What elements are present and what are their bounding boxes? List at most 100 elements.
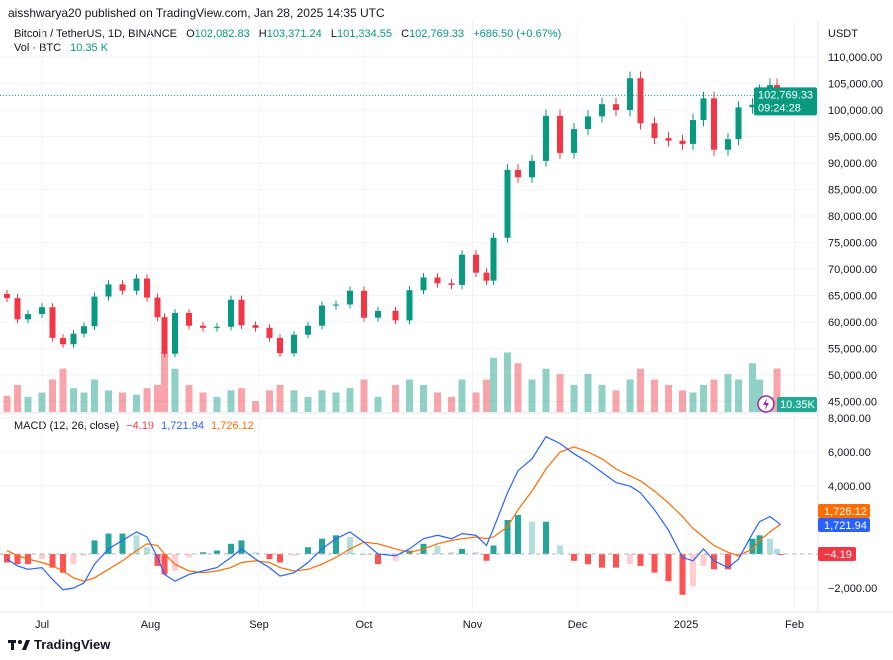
price-tick: 60,000.00 [828,317,877,329]
candle [473,254,479,273]
candle [679,140,686,144]
candle [186,312,192,326]
signal-badge [818,504,870,518]
candle [515,169,521,178]
volume-bar [679,390,686,412]
candle [504,169,511,238]
symbol-legend: Bitcoin / TetherUS, 1D, BINANCE O102,082… [14,28,562,54]
candle [81,326,87,334]
macd-histogram-bar [599,554,605,568]
volume-bar [626,379,634,412]
time-tick: Sep [249,619,269,631]
macd-histogram-bar [119,533,126,554]
macd-histogram-bar [613,554,619,568]
candle [529,160,535,178]
macd-legend: MACD (12, 26, close) −4.19 1,721.94 1,72… [14,420,254,432]
candle [735,107,742,140]
volume-bar [70,388,77,412]
macd-label[interactable]: MACD (12, 26, close) [14,420,120,432]
candle [347,290,353,305]
volume-bar [105,390,112,412]
candle [228,299,234,327]
macd-histogram-bar [529,521,535,554]
macd-histogram-bar [483,554,490,561]
macd-badge [818,518,870,532]
volume-bar [266,390,273,412]
volume-bar [570,384,578,412]
volume-bar [199,392,207,412]
price-tick: 75,000.00 [828,238,877,250]
macd-histogram-bar [375,554,381,565]
macd-histogram-bar [504,520,511,554]
volume-bar [773,368,781,412]
high-value: 103,371.24 [266,28,322,40]
candle [571,129,577,153]
candle [319,305,325,326]
volume-bar [171,368,179,412]
time-tick: 2025 [674,619,698,631]
volume-bar [213,396,221,412]
price-tick: 110,000.00 [828,52,882,64]
candle [711,98,717,150]
volume-bar [59,368,67,412]
macd-histogram-bar [700,554,707,566]
volume-bar [528,379,536,412]
price-tick: 70,000.00 [828,264,877,276]
signal-line [6,446,781,582]
macd-histogram-bar [161,554,168,575]
macd-histogram-bar [172,554,178,571]
candle [214,326,220,328]
candle [144,278,150,298]
volume-bar [227,390,235,412]
volume-bar [304,396,312,412]
volume-bar [735,379,742,412]
volume-bar [185,384,193,412]
macd-histogram-bar [585,554,591,565]
macd-histogram-bar [252,552,259,554]
volume-bar [710,379,718,412]
volume-label: Vol · BTC [14,42,62,54]
macd-tick: 4,000.00 [828,481,871,493]
volume-bar [119,392,126,412]
macd-histogram-bar [711,554,717,570]
macd-histogram-bar [361,554,367,555]
candle [627,78,633,110]
candle [154,297,161,318]
macd-histogram-bar [49,554,56,568]
candle [767,85,773,91]
hist-badge [818,547,856,561]
volume-bar [665,384,672,412]
candle [756,90,763,105]
macd-histogram-bar [767,538,773,554]
volume-bar [80,392,88,412]
brand-name: TradingView [34,637,111,652]
candle [375,310,381,318]
signal-value: 1,726.12 [211,420,254,432]
candle [490,237,497,281]
macd-histogram-bar [305,547,311,554]
volume-bar [651,379,658,412]
symbol-name[interactable]: Bitcoin / TetherUS, 1D, BINANCE [14,28,178,40]
candle [361,290,367,318]
volume-bar [91,379,98,412]
volume-bar [584,374,592,412]
volume-bar [700,384,707,412]
candle [420,277,427,291]
macd-histogram-bar [651,554,658,573]
macd-histogram-bar [39,554,45,560]
volume-bar [38,392,46,412]
candle [543,115,549,161]
volume-bar [777,400,784,412]
volume-bar [689,392,697,412]
candle [133,278,140,291]
alert-lightning-icon [757,395,775,413]
volume-bar [14,384,21,412]
last-price-label: 102,769.33 [758,89,813,101]
volume-badge [777,397,817,412]
candle [585,116,591,130]
macd-histogram-bar [186,554,192,558]
candle [70,333,77,345]
macd-histogram-bar [319,538,325,554]
candle [774,85,780,100]
time-tick: Feb [785,619,804,631]
